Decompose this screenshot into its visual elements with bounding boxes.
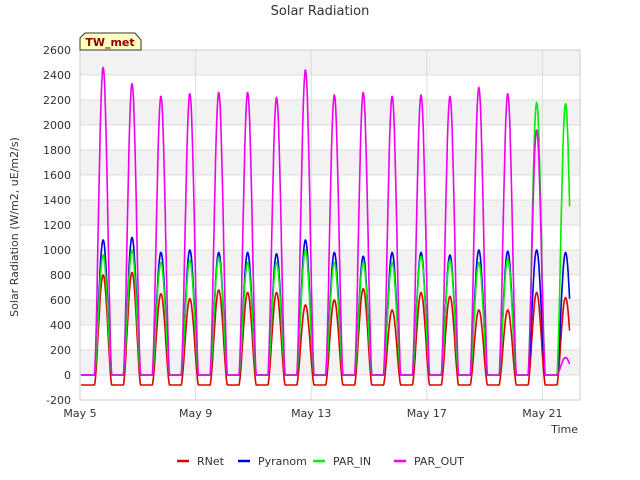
y-tick-label: 0 xyxy=(64,369,71,382)
site-badge-text: TW_met xyxy=(85,36,134,49)
band xyxy=(80,375,580,400)
series-line-rnet xyxy=(80,271,571,386)
y-tick-label: 2600 xyxy=(43,44,71,57)
legend-label: RNet xyxy=(197,455,225,468)
y-tick-label: 1200 xyxy=(43,219,71,232)
y-tick-label: -200 xyxy=(46,394,71,407)
x-tick-labels: May 5 May 9 May 13 May 17 May 21 xyxy=(63,407,562,420)
series-lines xyxy=(80,66,571,386)
site-badge: TW_met xyxy=(79,32,142,51)
x-tick-label: May 9 xyxy=(179,407,212,420)
legend-item-rnet: RNet xyxy=(177,455,225,468)
chart-title: Solar Radiation xyxy=(271,4,370,19)
series-line-par-out xyxy=(80,66,571,376)
y-tick-label: 1400 xyxy=(43,194,71,207)
y-tick-label: 2000 xyxy=(43,119,71,132)
x-tick-label: May 17 xyxy=(407,407,447,420)
plot-frame xyxy=(79,49,581,401)
legend-item-par-out: PAR_OUT xyxy=(394,455,464,468)
y-tick-label: 1000 xyxy=(43,244,71,257)
y-tick-label: 1800 xyxy=(43,144,71,157)
y-tick-label: 400 xyxy=(50,319,71,332)
y-tick-label: 1600 xyxy=(43,169,71,182)
legend-label: Pyranom xyxy=(258,455,307,468)
x-tick-label: May 5 xyxy=(63,407,96,420)
y-tick-labels: -200 0 200 400 600 800 1000 1200 1400 1600 1800 200… xyxy=(43,44,71,407)
y-tick-label: 600 xyxy=(50,294,71,307)
legend: RNet Pyranom PAR_IN PAR_OUT xyxy=(177,455,464,468)
y-tick-label: 800 xyxy=(50,269,71,282)
x-tick-label: May 13 xyxy=(291,407,331,420)
legend-label: PAR_IN xyxy=(333,455,371,468)
x-axis-label: Time xyxy=(550,423,578,436)
y-tick-label: 2400 xyxy=(43,69,71,82)
band xyxy=(80,75,580,100)
site-badge-box xyxy=(79,32,142,51)
legend-label: PAR_OUT xyxy=(414,455,464,468)
band xyxy=(80,50,580,75)
axes xyxy=(79,49,581,401)
y-tick-label: 200 xyxy=(50,344,71,357)
legend-item-par-in: PAR_IN xyxy=(313,455,371,468)
legend-item-pyranom: Pyranom xyxy=(238,455,307,468)
y-tick-label: 2200 xyxy=(43,94,71,107)
x-tick-label: May 21 xyxy=(522,407,562,420)
y-axis-label: Solar Radiation (W/m2, uE/m2/s) xyxy=(8,137,21,317)
band xyxy=(80,350,580,375)
